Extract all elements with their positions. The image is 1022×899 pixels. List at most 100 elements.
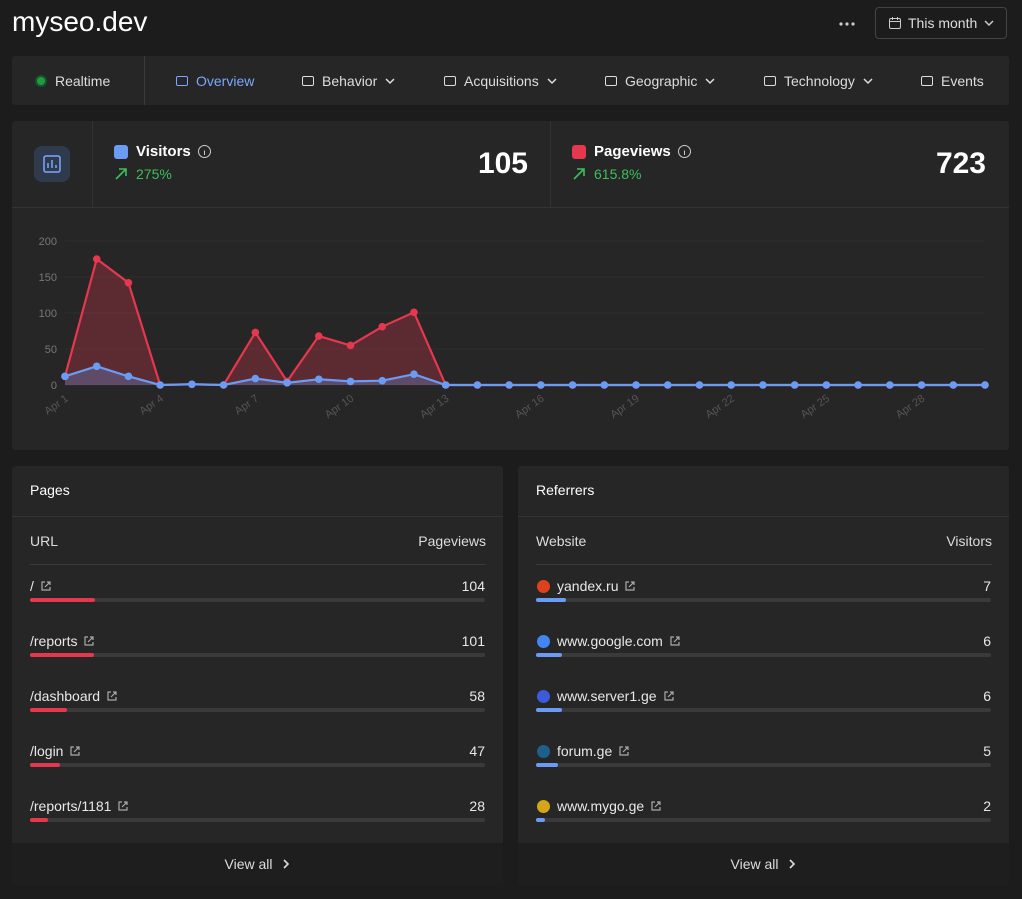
- arrow-path: [115, 168, 127, 180]
- referrers-panel: Referrers Website Visitors yandex.ru 7 www.go…: [518, 466, 1009, 885]
- icon-path: [670, 636, 680, 646]
- row-label[interactable]: www.server1.ge: [536, 688, 675, 704]
- bar: [30, 708, 67, 712]
- chevron-path: [385, 77, 395, 84]
- row-label[interactable]: /reports/1181: [30, 798, 129, 814]
- external-link-icon: [84, 636, 95, 646]
- x-tick-label: Apr 28: [894, 393, 927, 421]
- nav-label: Behavior: [322, 72, 378, 89]
- bar: [536, 598, 567, 602]
- nav-item[interactable]: Realtime: [34, 56, 110, 105]
- bar: [30, 818, 48, 822]
- chart: 0 50 100 150 200 Apr 1 Apr 4 Apr 7 Apr 10 Apr 13 A…: [39, 236, 989, 421]
- divider: [518, 516, 1009, 517]
- point: [251, 328, 260, 337]
- nav-bar: Realtime Overview Behavior Acquisitions Geog…: [12, 56, 1009, 105]
- row-name: /reports/1181: [30, 798, 112, 814]
- table-row: /reports/1181 28: [30, 798, 485, 838]
- point: [695, 381, 704, 389]
- column-header: Website: [536, 533, 587, 549]
- y-tick-label: 0: [51, 380, 57, 392]
- row-value: 5: [983, 743, 991, 759]
- table-row: forum.ge 5: [536, 743, 991, 783]
- site-title: myseo.dev: [12, 6, 148, 37]
- nav-item[interactable]: Behavior: [301, 56, 396, 105]
- view-all-button[interactable]: View all: [518, 843, 1009, 885]
- favicon-shape: [537, 689, 550, 703]
- table-row: www.server1.ge 6: [536, 688, 991, 728]
- row-label[interactable]: www.mygo.ge: [536, 798, 662, 814]
- info-icon: [197, 145, 211, 158]
- table-row: yandex.ru 7: [536, 578, 991, 618]
- x-tick-label: Apr 16: [513, 393, 546, 421]
- date-range-label: This month: [908, 15, 978, 31]
- stat-name: Visitors: [136, 143, 191, 160]
- point: [886, 381, 894, 389]
- nav-label: Realtime: [55, 72, 111, 89]
- favicon: [537, 689, 550, 703]
- y-tick-label: 50: [45, 344, 57, 356]
- table-row: www.google.com 6: [536, 633, 991, 673]
- arrow-path: [573, 168, 585, 180]
- point: [790, 381, 799, 389]
- point: [727, 381, 736, 389]
- bar-track: [30, 818, 485, 822]
- chevron: [984, 20, 994, 27]
- point: [124, 372, 133, 381]
- table-row: www.mygo.ge 2: [536, 798, 991, 838]
- nav-icon: [764, 75, 776, 86]
- bar: [536, 653, 562, 657]
- point: [283, 379, 291, 387]
- point: [314, 375, 323, 384]
- chart-icon: [34, 146, 70, 182]
- stat-total: 105: [477, 147, 528, 180]
- icon-shape: [302, 75, 314, 86]
- icon-path: [41, 581, 51, 591]
- point: [156, 381, 164, 389]
- row-label[interactable]: /reports: [30, 633, 95, 649]
- nav-icon: [302, 75, 314, 86]
- row-label[interactable]: www.google.com: [536, 633, 681, 649]
- favicon-shape: [537, 744, 550, 758]
- row-value: 6: [983, 633, 991, 649]
- icon-path: [70, 746, 81, 756]
- stat-change: 615.8%: [572, 166, 641, 182]
- nav-item[interactable]: Acquisitions: [443, 56, 558, 105]
- row-label[interactable]: /: [30, 578, 52, 594]
- x-tick-label: Apr 4: [137, 393, 165, 418]
- view-all-button[interactable]: View all: [12, 843, 503, 885]
- row-label[interactable]: yandex.ru: [536, 578, 636, 594]
- row-label[interactable]: /dashboard: [30, 688, 118, 704]
- x-tick-label: Apr 10: [323, 393, 356, 421]
- table-row: / 104: [30, 578, 485, 618]
- calendar-icon: [889, 17, 901, 29]
- external-link-icon: [670, 636, 680, 646]
- x-tick-label: Apr 25: [799, 393, 832, 421]
- point: [124, 278, 133, 287]
- point: [346, 377, 355, 386]
- chevron-path: [863, 77, 873, 84]
- point: [981, 381, 989, 389]
- date-range-button[interactable]: This month: [875, 7, 1007, 39]
- nav-item[interactable]: Geographic: [604, 56, 716, 105]
- row-name: /reports: [30, 633, 78, 649]
- row-label[interactable]: /login: [30, 743, 81, 759]
- more-menu[interactable]: [836, 18, 858, 30]
- icon-shape: [921, 75, 933, 86]
- nav-label: Geographic: [625, 72, 698, 89]
- row-label[interactable]: forum.ge: [536, 743, 630, 759]
- row-name: /dashboard: [30, 688, 101, 704]
- nav-item[interactable]: Overview: [175, 56, 254, 105]
- nav-separator: [144, 56, 145, 105]
- point: [188, 380, 196, 389]
- nav-icon: [444, 75, 456, 86]
- nav-label: Events: [941, 72, 984, 89]
- live-dot: [35, 74, 47, 87]
- divider: [536, 564, 992, 565]
- stat-total: 723: [935, 147, 986, 180]
- nav-item[interactable]: Technology: [763, 56, 874, 105]
- row-name: yandex.ru: [557, 578, 619, 594]
- nav-item[interactable]: Events: [920, 56, 984, 105]
- y-tick-label: 100: [39, 308, 57, 320]
